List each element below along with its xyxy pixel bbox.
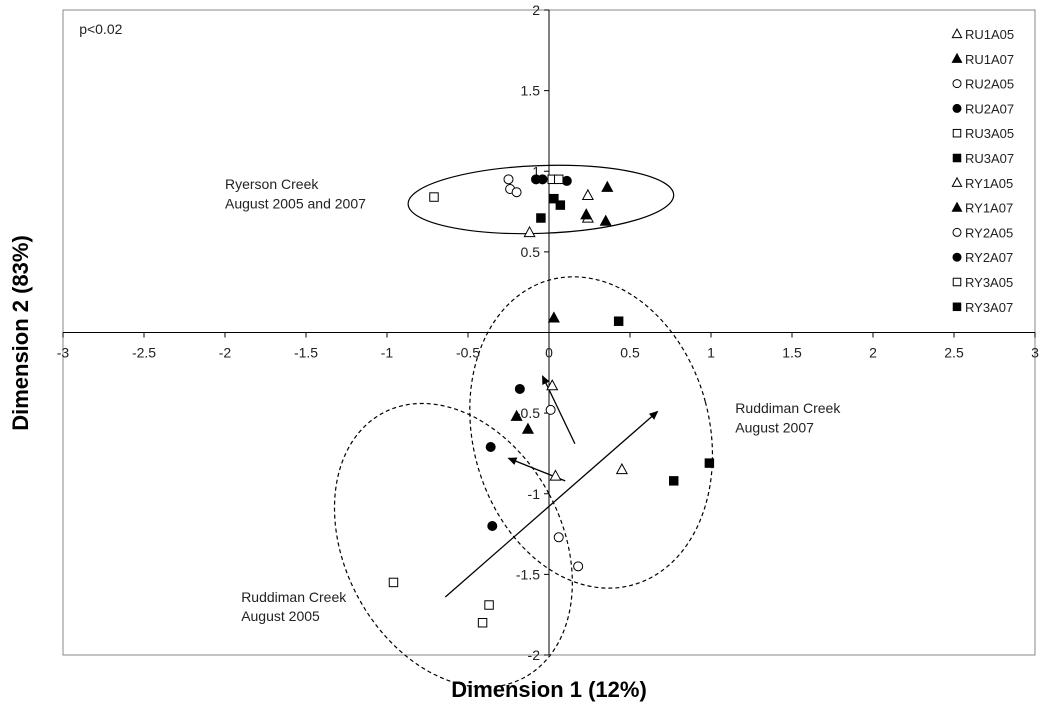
group-ellipse-0 (407, 164, 675, 235)
point-ru1a07 (547, 311, 560, 323)
y-axis-title: Dimension 2 (83%) (8, 235, 33, 431)
point-ru1a05 (615, 462, 628, 475)
point-ry2a07 (561, 175, 572, 186)
y-tick-label: -0.5 (516, 405, 540, 421)
legend-label-ru1a07: RU1A07 (965, 52, 1014, 67)
point-ru3a05 (477, 618, 488, 628)
legend-label-ry1a05: RY1A05 (965, 176, 1013, 191)
point-ru2a05 (545, 404, 556, 415)
x-tick-label: 0.5 (620, 345, 640, 361)
legend-marker-ru1a07 (951, 52, 963, 63)
point-ru1a07 (521, 422, 534, 434)
y-tick-label: 0.5 (521, 244, 541, 260)
point-ru1a07 (510, 409, 523, 421)
legend-marker-ry2a05 (952, 227, 962, 237)
point-ry3a05 (553, 174, 564, 185)
point-ry2a05 (511, 187, 522, 198)
point-ry2a07 (537, 174, 548, 185)
x-axis-title: Dimension 1 (12%) (451, 677, 647, 702)
x-tick-label: 2 (869, 345, 877, 361)
point-ru2a05 (553, 532, 564, 543)
point-ry3a05 (429, 192, 439, 202)
legend-marker-ry1a05 (951, 176, 963, 187)
x-tick-label: -0.5 (456, 345, 480, 361)
annotation-text: August 2007 (735, 419, 814, 435)
x-tick-label: 0 (545, 345, 553, 361)
point-ru3a07 (613, 316, 624, 326)
point-ry1a07 (580, 208, 593, 220)
legend-label-ru3a07: RU3A07 (965, 151, 1014, 166)
x-tick-label: 1.5 (782, 345, 802, 361)
y-tick-label: -1 (528, 486, 541, 502)
point-ru3a05 (484, 600, 494, 610)
trend-arrow-2 (444, 410, 659, 598)
point-ru2a07 (514, 383, 525, 394)
x-tick-label: -1 (381, 345, 394, 361)
annotation-layer: p<0.02 Ryerson Creek August 2005 and 2007 R… (79, 21, 841, 624)
annotation-text: August 2005 (241, 608, 320, 624)
y-tick-label: -2 (528, 647, 541, 663)
point-ru2a05 (573, 561, 584, 572)
legend-marker-ru2a05 (952, 79, 962, 89)
point-ru3a07 (669, 476, 679, 486)
legend-marker-ry3a05 (952, 277, 962, 287)
legend-label-ry2a07: RY2A07 (965, 250, 1013, 265)
x-tick-label: -2.5 (132, 345, 156, 361)
annotation-text: Ruddiman Creek (241, 589, 347, 605)
legend-marker-ru3a05 (952, 128, 962, 138)
axes-layer: -3 -2.5 -2 -1.5 -1 -0.5 0 0.5 1 1.5 2 2.5 3 -2 -1.5 -1 -… (57, 2, 1039, 663)
annotation-text: p<0.02 (79, 21, 122, 37)
point-ru3a05 (388, 577, 399, 588)
legend-marker-ru1a05 (951, 27, 963, 39)
point-ru3a07 (704, 458, 715, 468)
point-ru1a05 (549, 469, 562, 481)
legend-label-ry3a05: RY3A05 (965, 275, 1013, 290)
point-ru2a07 (485, 441, 496, 452)
legend-label-ry1a07: RY1A07 (965, 201, 1013, 216)
legend-label-ru3a05: RU3A05 (965, 126, 1014, 141)
legend-label-ru1a05: RU1A05 (965, 27, 1014, 42)
point-ry1a05 (523, 225, 536, 238)
point-ry3a07 (555, 200, 566, 210)
x-tick-label: 1 (707, 345, 715, 361)
legend-label-ry2a05: RY2A05 (965, 225, 1013, 240)
point-ry1a05 (581, 188, 594, 200)
y-tick-label: 1.5 (521, 83, 541, 99)
point-ry1a07 (601, 180, 614, 192)
annotation-text: Ryerson Creek (225, 176, 319, 192)
legend-label-ry3a07: RY3A07 (965, 300, 1013, 315)
annotation-text: Ruddiman Creek (735, 400, 841, 416)
x-tick-label: -2 (219, 345, 232, 361)
legend-label-ru2a05: RU2A05 (965, 77, 1014, 92)
y-tick-label: -1.5 (516, 566, 540, 582)
legend-marker-ry3a07 (952, 302, 962, 312)
y-tick-label: 2 (532, 2, 540, 18)
point-ry2a05 (503, 174, 514, 185)
legend-marker-ry1a07 (951, 201, 963, 212)
point-ru2a07 (487, 521, 498, 531)
points-layer (388, 174, 715, 628)
x-tick-label: -3 (57, 345, 70, 361)
legend-marker-ry2a07 (952, 252, 962, 262)
ellipse-layer (333, 164, 714, 688)
point-ry3a07 (549, 193, 559, 204)
point-ry1a07 (599, 214, 612, 226)
legend-label-ru2a07: RU2A07 (965, 101, 1014, 116)
legend: RU1A05 RU1A07 RU2A05 RU2A07 RU3A05 RU3A07 RY1A… (951, 27, 1014, 315)
legend-marker-ru2a07 (952, 103, 962, 113)
x-tick-label: -1.5 (294, 345, 318, 361)
y-tick-label: 1 (532, 163, 540, 179)
legend-marker-ru3a07 (952, 153, 962, 163)
point-ru1a05 (546, 379, 559, 391)
point-ry3a07 (536, 213, 546, 223)
x-tick-label: 2.5 (944, 345, 964, 361)
x-tick-label: 3 (1031, 345, 1039, 361)
annotation-text: August 2005 and 2007 (225, 195, 366, 211)
group-ellipse-1 (469, 276, 714, 589)
